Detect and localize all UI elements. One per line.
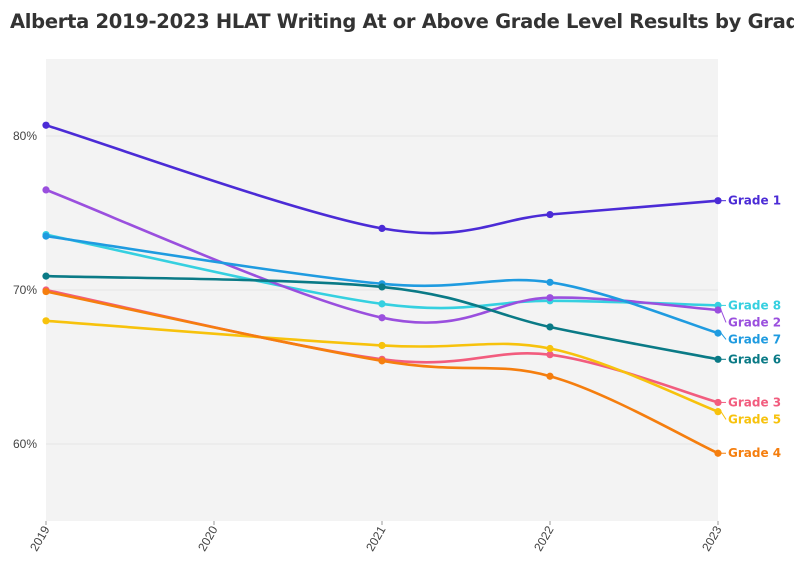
data-point	[378, 314, 386, 322]
x-tick-label: 2021	[363, 523, 389, 553]
label-connector	[720, 332, 727, 340]
series-line-grade-4	[44, 290, 720, 455]
data-point	[378, 357, 386, 365]
series-line-grade-5	[44, 319, 720, 413]
series-lines	[42, 121, 722, 457]
label-connector	[720, 411, 727, 420]
data-point	[42, 287, 50, 296]
data-point	[378, 341, 386, 350]
data-point	[546, 210, 554, 219]
data-point	[546, 344, 554, 353]
series-label: Grade 5	[728, 412, 781, 426]
series-labels: Grade 1 Grade 8 Grade 2 Grade 7 Grade 6 Grade…	[720, 194, 781, 460]
data-point	[42, 317, 50, 325]
series-label: Grade 1	[728, 194, 781, 208]
chart-title: Alberta 2019-2023 HLAT Writing At or Abo…	[10, 10, 794, 33]
data-point	[546, 294, 554, 302]
y-tick-label: 60%	[13, 437, 37, 451]
data-point	[42, 121, 50, 129]
data-point	[546, 323, 554, 331]
data-point	[546, 351, 554, 359]
data-point	[378, 224, 386, 232]
data-point	[714, 355, 722, 363]
data-point	[714, 329, 722, 337]
data-point	[378, 283, 386, 291]
y-tick-label: 80%	[13, 129, 37, 143]
series-label: Grade 4	[728, 446, 781, 460]
data-point	[714, 408, 722, 416]
data-point	[42, 272, 50, 280]
series-label: Grade 3	[728, 395, 781, 409]
x-tick-label: 2020	[195, 523, 221, 553]
series-label: Grade 7	[728, 332, 781, 346]
data-point	[546, 372, 554, 380]
series-line-grade-1	[44, 123, 720, 235]
series-label: Grade 2	[728, 315, 781, 329]
data-point	[714, 398, 722, 407]
y-tick-label: 70%	[13, 283, 37, 297]
x-tick-label: 2019	[27, 523, 53, 553]
x-tick-label: 2022	[531, 523, 557, 553]
data-point	[714, 197, 722, 205]
data-point	[714, 449, 722, 457]
data-point	[546, 278, 554, 286]
label-connector	[720, 309, 727, 323]
x-tick-label: 2023	[699, 523, 725, 553]
series-line-grade-6	[44, 274, 720, 361]
data-point	[42, 186, 50, 194]
series-label: Grade 6	[728, 352, 781, 366]
series-label: Grade 8	[728, 298, 781, 312]
data-point	[378, 300, 386, 308]
series-line-grade-7	[44, 234, 720, 335]
data-point	[714, 306, 722, 314]
data-point	[42, 232, 50, 240]
